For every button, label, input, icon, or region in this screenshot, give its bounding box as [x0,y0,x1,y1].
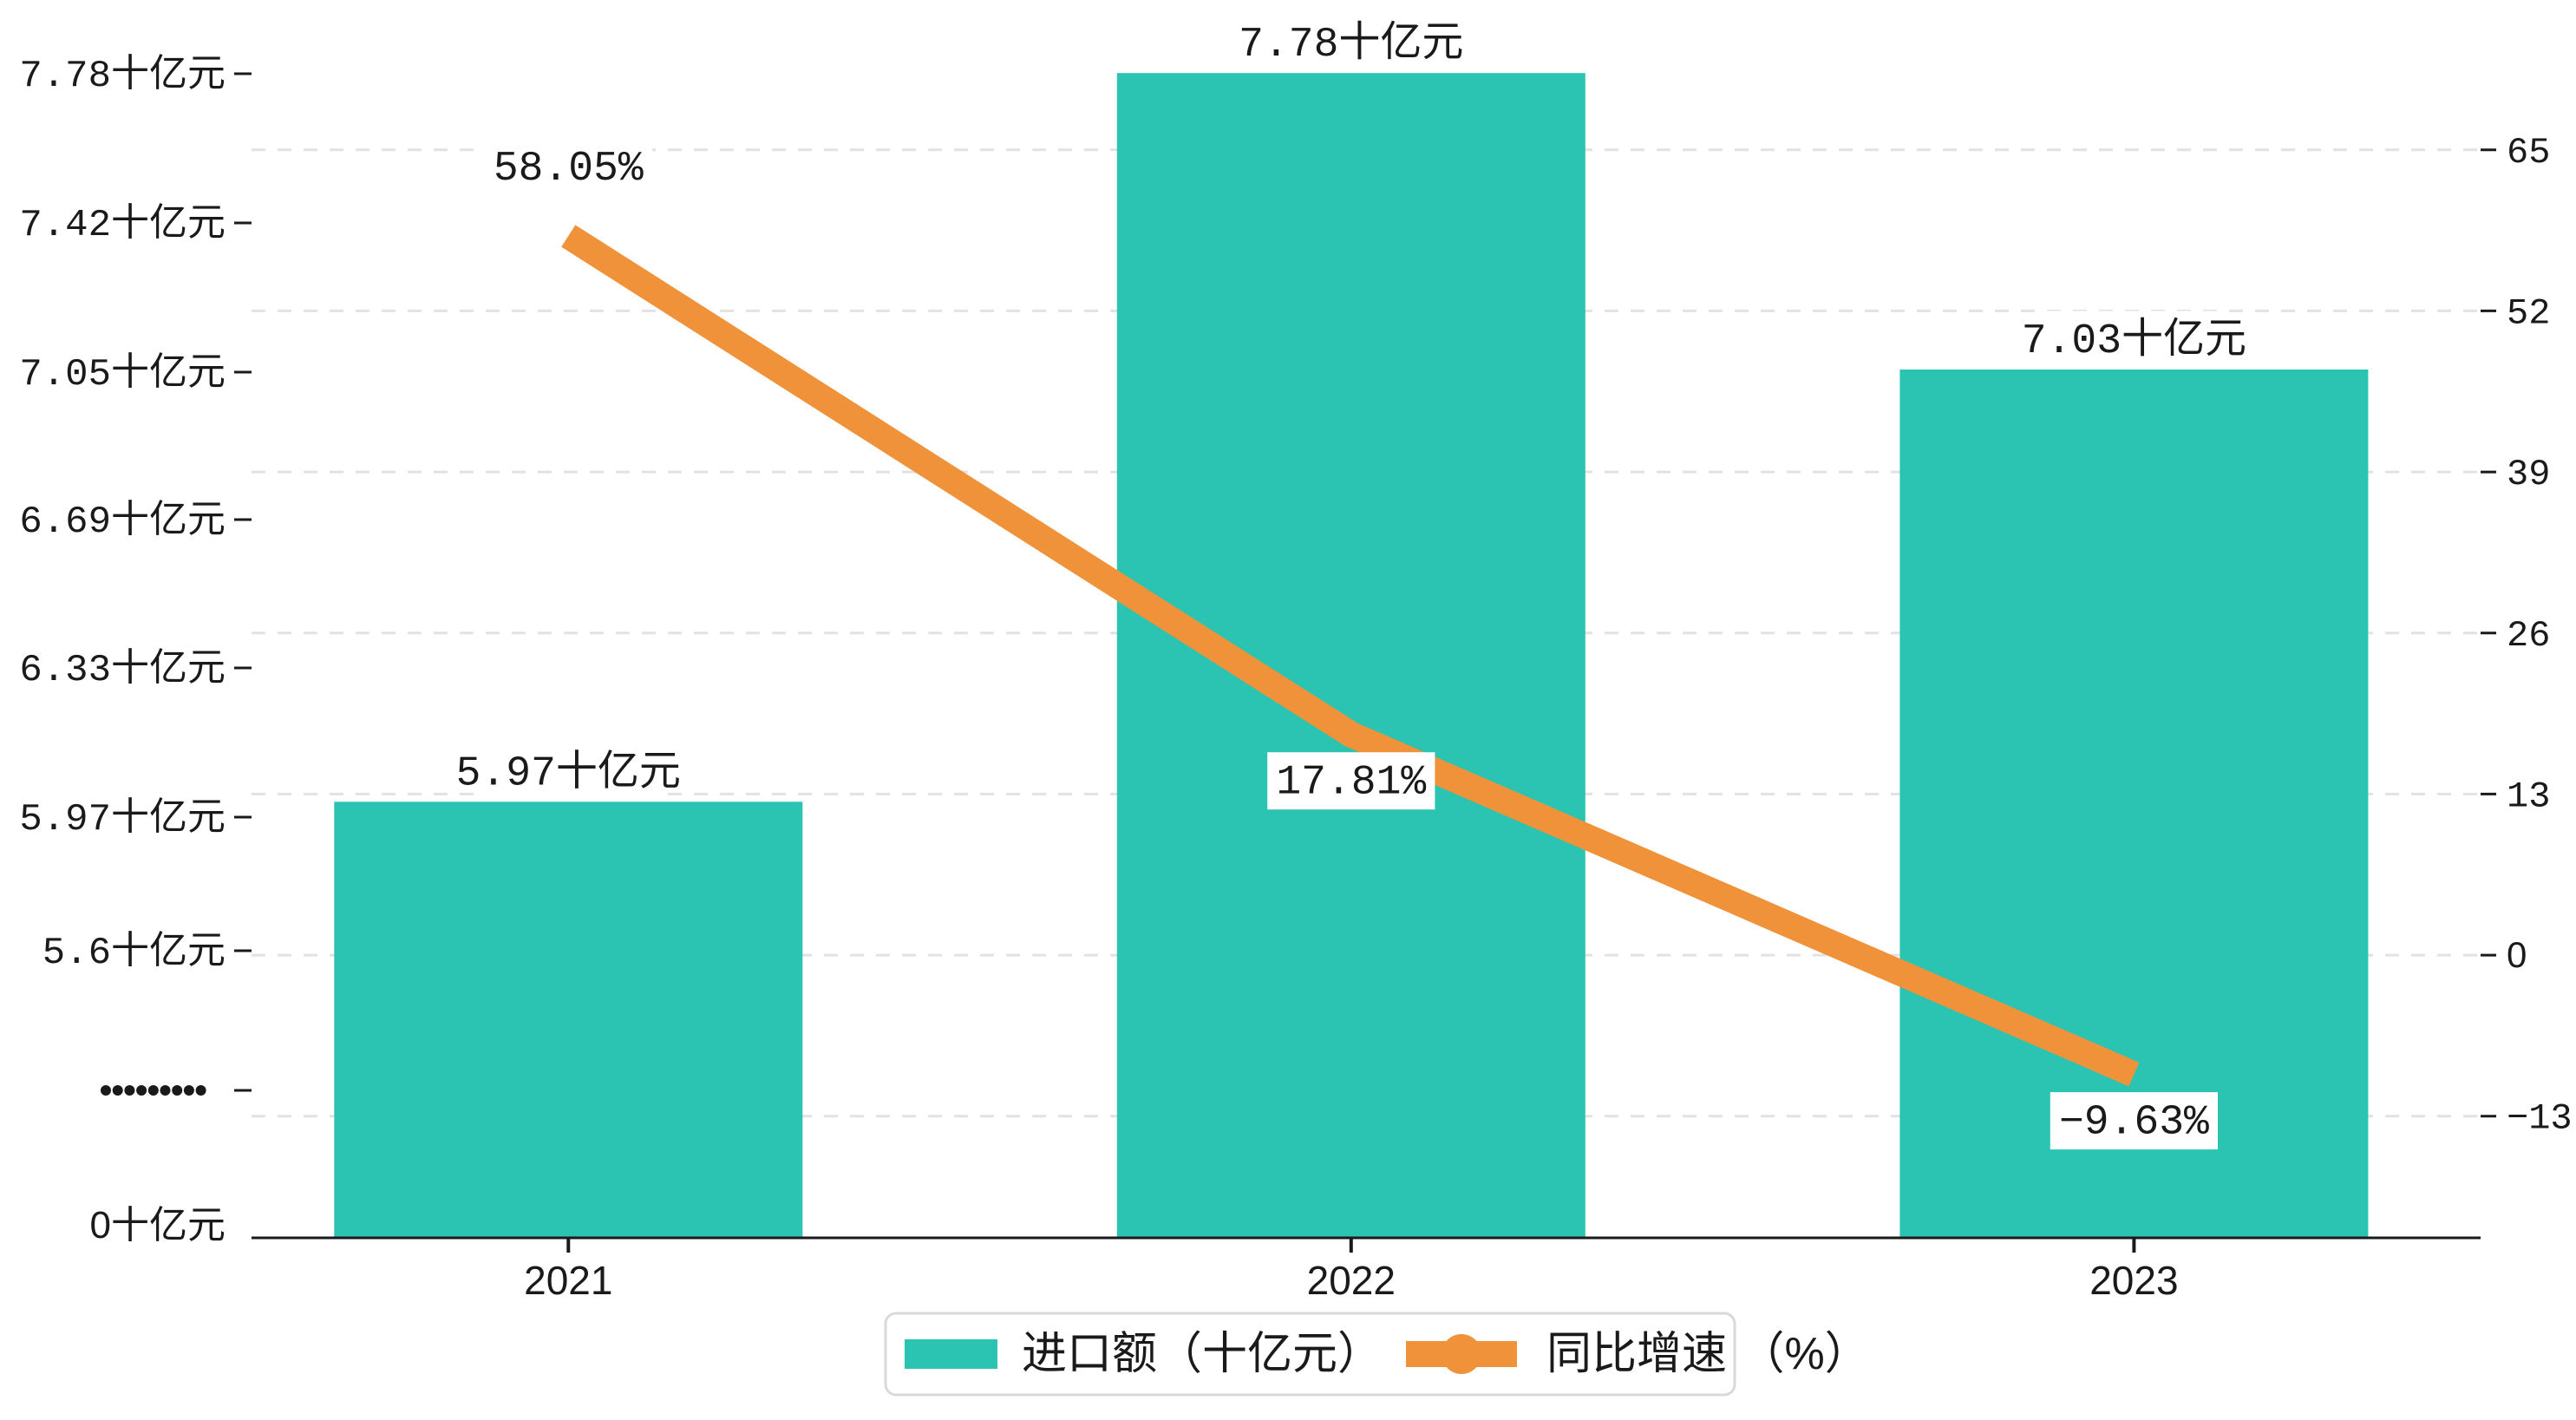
svg-text:7.78十亿元: 7.78十亿元 [1239,20,1463,69]
svg-text:58.05%: 58.05% [494,146,644,193]
svg-text:2023: 2023 [2089,1258,2178,1303]
svg-text:进口额（十亿元）: 进口额（十亿元） [1022,1329,1383,1379]
svg-text:6.33十亿元: 6.33十亿元 [19,647,226,692]
svg-text:2022: 2022 [1307,1258,1396,1303]
svg-text:7.03十亿元: 7.03十亿元 [2022,317,2246,365]
svg-text:0十亿元: 0十亿元 [90,1204,226,1250]
svg-text:13: 13 [2507,775,2550,817]
svg-text:0: 0 [2507,934,2527,975]
svg-text:2021: 2021 [524,1258,612,1303]
svg-text:65: 65 [2507,132,2550,173]
svg-text:7.78十亿元: 7.78十亿元 [19,53,226,98]
svg-text:26: 26 [2507,615,2550,657]
svg-text:39: 39 [2507,454,2550,495]
svg-text:5.6十亿元: 5.6十亿元 [42,930,226,975]
svg-text:17.81%: 17.81% [1276,760,1426,807]
svg-text:7.42十亿元: 7.42十亿元 [19,202,226,247]
svg-text:同比增速 （%）: 同比增速 （%） [1546,1329,1870,1379]
svg-text:7.05十亿元: 7.05十亿元 [19,351,226,396]
svg-text:52: 52 [2507,292,2550,334]
svg-text:5.97十亿元: 5.97十亿元 [19,796,226,841]
svg-text:−9.63%: −9.63% [2059,1100,2209,1147]
svg-text:5.97十亿元: 5.97十亿元 [456,749,681,797]
svg-text:−13: −13 [2507,1098,2573,1140]
svg-text:6.69十亿元: 6.69十亿元 [19,499,226,544]
